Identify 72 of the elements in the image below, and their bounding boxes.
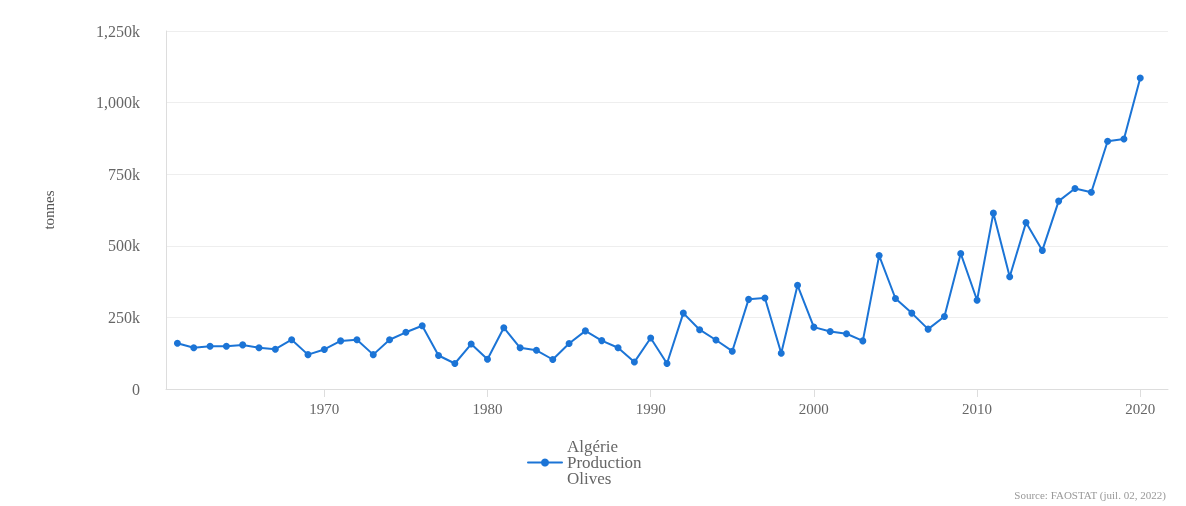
y-tick-label: 250k: [108, 308, 140, 326]
point: [810, 323, 818, 331]
point: [337, 337, 345, 345]
x-tick-label: 1970: [309, 400, 340, 417]
point: [581, 327, 589, 335]
x-tick-label: 2000: [798, 400, 829, 417]
point: [1087, 188, 1095, 196]
point: [908, 309, 916, 317]
point: [353, 336, 361, 344]
point: [891, 295, 899, 302]
point: [614, 344, 622, 352]
point: [255, 344, 263, 352]
point: [271, 345, 279, 353]
x-tick-label: 1990: [635, 400, 666, 417]
point: [1071, 185, 1079, 193]
point: [304, 351, 312, 359]
point: [598, 337, 606, 345]
point: [1038, 246, 1046, 254]
point: [173, 339, 181, 347]
y-axis-title: tonnes: [40, 190, 57, 230]
point: [516, 344, 524, 352]
point: [696, 326, 704, 334]
point: [549, 356, 557, 363]
point: [418, 322, 426, 330]
point: [451, 360, 459, 368]
point: [190, 344, 198, 352]
y-tick-label: 1,250k: [96, 22, 140, 40]
point: [288, 336, 296, 344]
point: [745, 295, 753, 303]
point: [435, 351, 443, 359]
point: [206, 342, 214, 350]
point: [320, 345, 328, 353]
point: [957, 250, 965, 258]
point: [973, 296, 981, 304]
point: [1022, 219, 1030, 227]
y-tick-label: 1,000k: [96, 94, 140, 112]
point: [1006, 273, 1014, 281]
point: [924, 325, 932, 333]
point: [630, 358, 638, 366]
y-tick-label: 750k: [108, 165, 140, 183]
point: [500, 324, 508, 332]
point: [467, 340, 475, 348]
point: [239, 341, 247, 349]
point: [1136, 74, 1144, 82]
x-tick-label: 2020: [1125, 400, 1156, 417]
point: [402, 328, 410, 336]
point: [532, 346, 540, 354]
point: [794, 281, 802, 289]
point: [940, 313, 948, 321]
y-tick-label: 0: [132, 380, 140, 398]
point: [1055, 197, 1063, 205]
point: [1104, 137, 1112, 145]
point: [843, 330, 851, 338]
point: [484, 355, 491, 363]
point: [386, 336, 394, 344]
point: [728, 347, 736, 355]
x-tick-label: 2010: [962, 400, 993, 417]
legend-label: Algérie Production Olives: [567, 437, 646, 488]
point: [777, 349, 785, 357]
point: [647, 334, 655, 342]
point: [222, 342, 230, 350]
point: [663, 360, 671, 368]
point: [826, 327, 834, 335]
x-tick-label: 1980: [472, 400, 503, 417]
point: [859, 337, 867, 345]
y-tick-label: 500k: [108, 237, 140, 255]
source-note: Source: FAOSTAT (juil. 02, 2022): [1014, 488, 1167, 502]
point: [875, 252, 883, 260]
point: [369, 351, 377, 359]
point: [679, 309, 687, 317]
point: [989, 209, 997, 217]
point: [565, 339, 573, 347]
